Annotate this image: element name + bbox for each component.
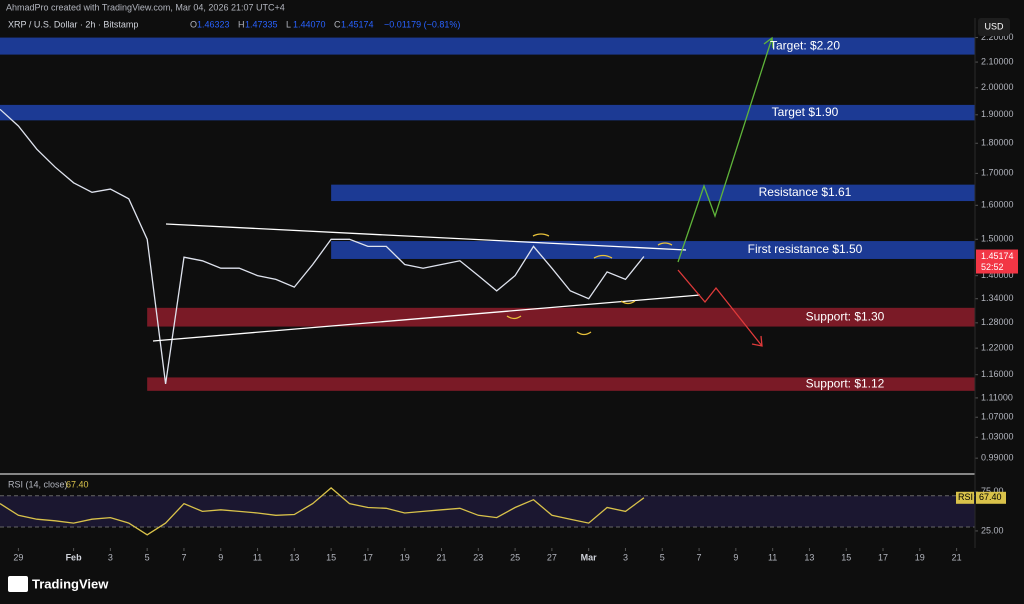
series-line (0, 108, 645, 384)
x-tick-label: Feb (66, 552, 83, 562)
zone (331, 241, 975, 259)
y-tick-label: 1.50000 (981, 234, 1014, 244)
ohlc-value: 1.44070 (293, 19, 326, 29)
ohlc-letter: C (334, 19, 341, 29)
brand: TradingView (32, 576, 109, 591)
currency[interactable]: USD (984, 21, 1004, 31)
x-tick-label: 17 (363, 552, 373, 562)
last-price-box (976, 249, 1018, 274)
x-tick-label: 15 (841, 552, 851, 562)
rsi-tag-box (956, 491, 974, 504)
currency-box[interactable] (978, 18, 1010, 36)
zone (0, 104, 975, 121)
x-tick-label: 9 (733, 552, 738, 562)
bull-arrow (677, 37, 773, 263)
y-tick-label: 1.80000 (981, 138, 1014, 148)
rsi-title: RSI (14, close) (8, 479, 68, 489)
trend-line (165, 223, 687, 251)
y-tick-label: 2.10000 (981, 56, 1014, 66)
x-tick-label: 23 (473, 552, 483, 562)
y-tick-label: 1.16000 (981, 369, 1014, 379)
zone (0, 37, 975, 55)
rsi-tag: RSI (958, 492, 973, 502)
ohlc-value: 1.45174 (341, 19, 374, 29)
y-tick-label: 1.07000 (981, 412, 1014, 422)
trend-line (152, 294, 701, 342)
ohlc-value: 1.47335 (245, 19, 278, 29)
y-tick-label: 25.00 (981, 525, 1004, 535)
ohlc-letter: H (238, 19, 245, 29)
y-tick-label: 1.28000 (981, 317, 1014, 327)
zone-label: Support: $1.12 (806, 376, 885, 390)
series-line (0, 487, 645, 536)
ohlc-value: 1.46323 (197, 19, 230, 29)
zone-label: Target $1.90 (772, 105, 839, 119)
rsi-axis-value: 67.40 (979, 492, 1002, 502)
zone-label: Target: $2.20 (770, 38, 840, 52)
pivot-mark (620, 300, 636, 305)
change: −0.01179 (−0.81%) (384, 19, 460, 29)
y-tick-label: 2.00000 (981, 82, 1014, 92)
y-tick-label: 1.60000 (981, 200, 1014, 210)
zone (147, 377, 976, 391)
x-tick-label: Mar (581, 552, 598, 562)
y-tick-label: 1.70000 (981, 168, 1014, 178)
x-tick-label: 3 (108, 552, 113, 562)
x-tick-label: 5 (145, 552, 150, 562)
x-tick-label: 19 (400, 552, 410, 562)
zone (331, 184, 975, 202)
countdown: 52:52 (981, 262, 1004, 272)
y-tick-label: 1.90000 (981, 109, 1014, 119)
x-tick-label: 7 (697, 552, 702, 562)
bear-arrow (677, 269, 763, 347)
pivot-mark (593, 254, 613, 259)
x-tick-label: 17 (878, 552, 888, 562)
ohlc-letter: L (286, 19, 291, 29)
zone (147, 307, 976, 327)
symbol: XRP / U.S. Dollar · 2h · Bitstamp (8, 19, 138, 29)
y-tick-label: 1.40000 (981, 270, 1014, 280)
x-tick-label: 19 (915, 552, 925, 562)
arrow-head (763, 36, 774, 49)
x-tick-label: 21 (952, 552, 962, 562)
x-tick-label: 11 (768, 552, 777, 562)
rsi-value-box (976, 491, 1006, 504)
ohlc-letter: O (190, 19, 197, 29)
x-tick-label: 7 (181, 552, 186, 562)
pivot-mark (506, 315, 522, 320)
y-tick-label: 1.03000 (981, 432, 1014, 442)
x-tick-label: 27 (547, 552, 557, 562)
y-tick-label: 1.22000 (981, 343, 1014, 353)
y-tick-label: 2.20000 (981, 32, 1014, 42)
x-tick-label: 13 (289, 552, 299, 562)
y-tick-label: 1.11000 (981, 392, 1013, 402)
y-tick-label: 0.99000 (981, 453, 1014, 463)
pivot-mark (576, 331, 592, 336)
x-tick-label: 15 (326, 552, 336, 562)
x-tick-label: 25 (510, 552, 520, 562)
pivot-mark (532, 233, 550, 237)
zone-label: Resistance $1.61 (759, 185, 852, 199)
x-tick-label: 29 (13, 552, 23, 562)
last-price: 1.45174 (981, 251, 1014, 261)
x-tick-label: 11 (253, 552, 262, 562)
x-tick-label: 3 (623, 552, 628, 562)
y-tick-label: 75.00 (981, 486, 1004, 496)
zone-label: First resistance $1.50 (748, 242, 863, 256)
annotations (152, 36, 774, 347)
x-tick-label: 5 (660, 552, 665, 562)
x-tick-label: 13 (804, 552, 814, 562)
x-tick-label: 9 (218, 552, 223, 562)
rsi-value: 67.40 (66, 479, 89, 489)
arrow-head (751, 335, 763, 347)
pivot-mark (657, 242, 673, 246)
rsi-band (0, 495, 975, 528)
zone-label: Support: $1.30 (806, 309, 885, 323)
credit: AhmadPro created with TradingView.com, M… (6, 2, 285, 12)
x-tick-label: 21 (437, 552, 447, 562)
y-tick-label: 1.34000 (981, 293, 1014, 303)
brand-logo (8, 576, 28, 592)
